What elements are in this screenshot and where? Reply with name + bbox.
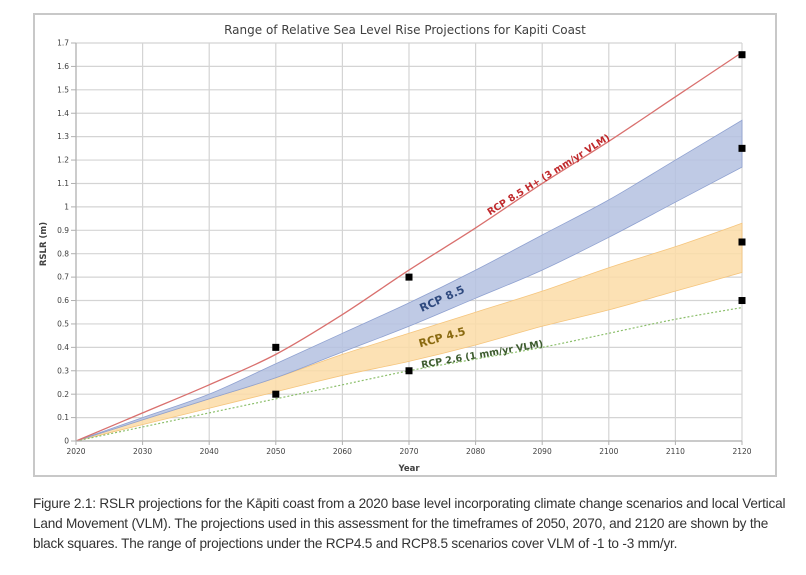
projection-marker — [738, 144, 746, 152]
x-tick-label: 2040 — [200, 447, 219, 456]
y-tick-label: 1.4 — [57, 109, 69, 118]
markers — [272, 51, 746, 398]
projection-marker — [405, 273, 413, 281]
x-tick-label: 2050 — [266, 447, 285, 456]
y-tick-label: 1.3 — [57, 132, 69, 141]
x-tick-label: 2020 — [66, 447, 85, 456]
y-tick-label: 1.2 — [57, 156, 69, 165]
x-tick-label: 2090 — [533, 447, 552, 456]
y-tick-label: 1.6 — [57, 62, 69, 71]
projection-marker — [272, 343, 280, 351]
y-tick-label: 1.1 — [57, 179, 69, 188]
chart-title: Range of Relative Sea Level Rise Project… — [224, 23, 586, 37]
projection-marker — [738, 51, 746, 59]
series-label: RCP 8.5 H+ (3 mm/yr VLM) — [486, 132, 613, 218]
band-rcp-4-5 — [75, 222, 743, 442]
grid — [75, 42, 743, 442]
y-tick-label: 1 — [64, 202, 69, 211]
y-tick-label: 1.5 — [57, 85, 69, 94]
sea-level-chart: Range of Relative Sea Level Rise Project… — [39, 23, 752, 474]
band-rcp-8-5 — [75, 119, 743, 442]
x-axis-title: Year — [397, 464, 420, 474]
x-tick-label: 2070 — [399, 447, 418, 456]
figure-caption: Figure 2.1: RSLR projections for the Kāp… — [33, 496, 786, 551]
x-tick-label: 2080 — [466, 447, 485, 456]
y-tick-label: 0.8 — [57, 249, 69, 258]
projection-marker — [738, 297, 746, 305]
projection-marker — [405, 367, 413, 375]
x-tick-label: 2110 — [666, 447, 685, 456]
y-tick-label: 0.4 — [57, 343, 69, 352]
projection-marker — [738, 238, 746, 246]
x-tick-label: 2060 — [333, 447, 352, 456]
x-tick-label: 2030 — [133, 447, 152, 456]
y-tick-label: 0.7 — [57, 273, 69, 282]
y-tick-label: 1.7 — [57, 39, 69, 48]
y-tick-label: 0.1 — [57, 413, 69, 422]
x-tick-label: 2100 — [599, 447, 618, 456]
y-tick-label: 0.5 — [57, 320, 69, 329]
x-tick-label: 2120 — [732, 447, 751, 456]
line-rcp-8-5-h-3-mm-yr-vlm- — [75, 51, 743, 442]
y-tick-label: 0 — [64, 437, 69, 446]
y-tick-label: 0.2 — [57, 390, 69, 399]
axes: 0 0.1 0.2 0.3 0.4 0.5 0.6 0.7 0.8 0.9 1 1.1 1.2 1.3 1.… — [57, 39, 752, 456]
y-tick-label: 0.9 — [57, 226, 69, 235]
bands — [75, 119, 743, 442]
y-tick-label: 0.3 — [57, 366, 69, 375]
projection-marker — [272, 390, 280, 398]
y-tick-label: 0.6 — [57, 296, 69, 305]
y-axis-title: RSLR (m) — [39, 222, 49, 266]
